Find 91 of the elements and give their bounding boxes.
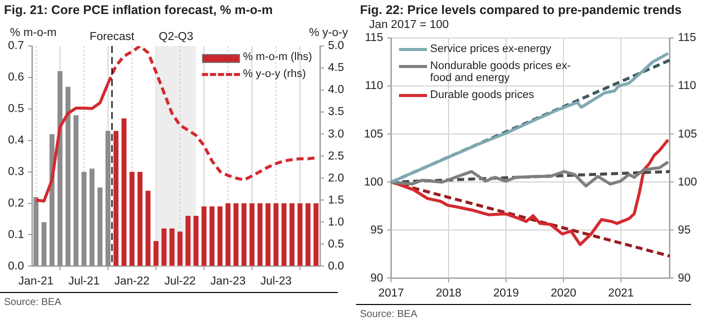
- bar: [162, 228, 166, 266]
- x-tick-label: Jan-22: [114, 275, 150, 288]
- y2-tick-label: 4.5: [328, 62, 344, 74]
- legend-label: % m-o-m (lhs): [242, 51, 312, 63]
- y-tick-label: 115: [364, 32, 384, 44]
- x-tick-label: Jul-22: [164, 275, 196, 288]
- bar: [90, 168, 94, 266]
- y2-tick-label: 5.0: [328, 40, 344, 52]
- y2-tick-label: 3.0: [328, 128, 344, 140]
- x-tick-label: 2017: [378, 287, 404, 300]
- bar: [122, 118, 126, 266]
- y2-tick-label: 95: [678, 224, 691, 236]
- bar: [170, 228, 174, 266]
- ref-line-label: Forecast: [90, 31, 136, 44]
- chart-title: Fig. 21: Core PCE inflation forecast, % m-o-m: [3, 2, 274, 19]
- x-tick-label: 2018: [436, 287, 462, 300]
- y-tick-label: 0.2: [8, 197, 24, 210]
- bar: [34, 196, 38, 266]
- source-note: Source: BEA: [356, 304, 691, 320]
- y2-tick-label: 0.0: [328, 260, 344, 272]
- y-tick-label: 0.0: [8, 260, 24, 272]
- bar: [210, 206, 214, 266]
- bar: [250, 203, 254, 266]
- bar: [130, 172, 134, 266]
- bar: [42, 222, 46, 266]
- y2-axis-title: % y-o-y: [309, 27, 348, 40]
- bar: [146, 190, 150, 266]
- y-tick-label: 0.3: [8, 166, 24, 178]
- bar: [282, 203, 286, 266]
- y-tick-label: 95: [370, 224, 384, 236]
- y2-tick-label: 2.0: [328, 172, 344, 184]
- y-axis-title: Jan 2017 = 100: [369, 19, 449, 32]
- bar: [106, 130, 110, 266]
- y2-tick-label: 1.5: [328, 194, 344, 206]
- bar: [298, 203, 302, 266]
- bar: [226, 203, 230, 266]
- bar: [234, 203, 238, 266]
- y-tick-label: 100: [364, 176, 384, 188]
- bar: [290, 203, 294, 266]
- legend-label: Nondurable goods prices ex-food and energy: [430, 60, 572, 84]
- chart-title: Fig. 22: Price levels compared to pre-pandemic trends: [359, 2, 683, 19]
- x-tick-label: Jul-21: [68, 275, 100, 288]
- x-tick-label: 2021: [608, 287, 634, 300]
- bar: [194, 216, 198, 266]
- y2-tick-label: 110: [678, 80, 696, 92]
- y2-tick-label: 105: [678, 128, 697, 140]
- bar: [66, 86, 70, 266]
- bar: [186, 216, 190, 266]
- bar: [58, 71, 62, 266]
- x-tick-label: Jul-23: [260, 275, 292, 288]
- y2-tick-label: 0.5: [328, 238, 344, 250]
- y2-tick-label: 2.5: [328, 150, 344, 162]
- legend-label: Durable goods prices: [430, 89, 534, 101]
- y-tick-label: 0.4: [8, 134, 25, 147]
- bar: [154, 241, 158, 266]
- bar: [242, 203, 246, 266]
- legend-label: Service prices ex-energy: [430, 43, 552, 55]
- y-tick-label: 0.1: [8, 228, 24, 241]
- y-axis-title: % m-o-m: [10, 27, 57, 40]
- x-tick-label: Jan-21: [18, 275, 54, 288]
- bar: [114, 130, 118, 266]
- legend-label: % y-o-y (rhs): [242, 68, 306, 80]
- y-tick-label: 90: [370, 272, 384, 284]
- y2-tick-label: 115: [678, 32, 696, 44]
- bar: [178, 232, 182, 266]
- bar: [266, 203, 270, 266]
- x-tick-label: 2019: [493, 287, 519, 300]
- bar: [98, 188, 102, 266]
- y2-tick-label: 3.5: [328, 106, 344, 118]
- y-tick-label: 0.7: [8, 40, 24, 52]
- y2-tick-label: 4.0: [328, 84, 344, 96]
- y2-tick-label: 1.0: [328, 216, 344, 228]
- source-note: Source: BEA: [0, 292, 338, 308]
- bar: [138, 172, 142, 266]
- x-tick-label: Jan-23: [210, 275, 246, 288]
- y-tick-label: 110: [364, 80, 384, 92]
- y-tick-label: 0.6: [8, 72, 24, 84]
- bar: [314, 203, 318, 266]
- bar: [74, 115, 78, 266]
- x-tick-label: 2020: [550, 287, 576, 300]
- y2-tick-label: 100: [678, 176, 697, 188]
- y-tick-label: 0.5: [8, 103, 24, 116]
- band-label: Q2-Q3: [158, 31, 194, 44]
- bar: [258, 203, 262, 266]
- y2-tick-label: 90: [678, 272, 691, 284]
- y-tick-label: 105: [364, 128, 384, 140]
- bar: [202, 206, 206, 266]
- bar: [274, 203, 278, 266]
- bar: [218, 206, 222, 266]
- bar: [306, 203, 310, 266]
- bar: [82, 172, 86, 266]
